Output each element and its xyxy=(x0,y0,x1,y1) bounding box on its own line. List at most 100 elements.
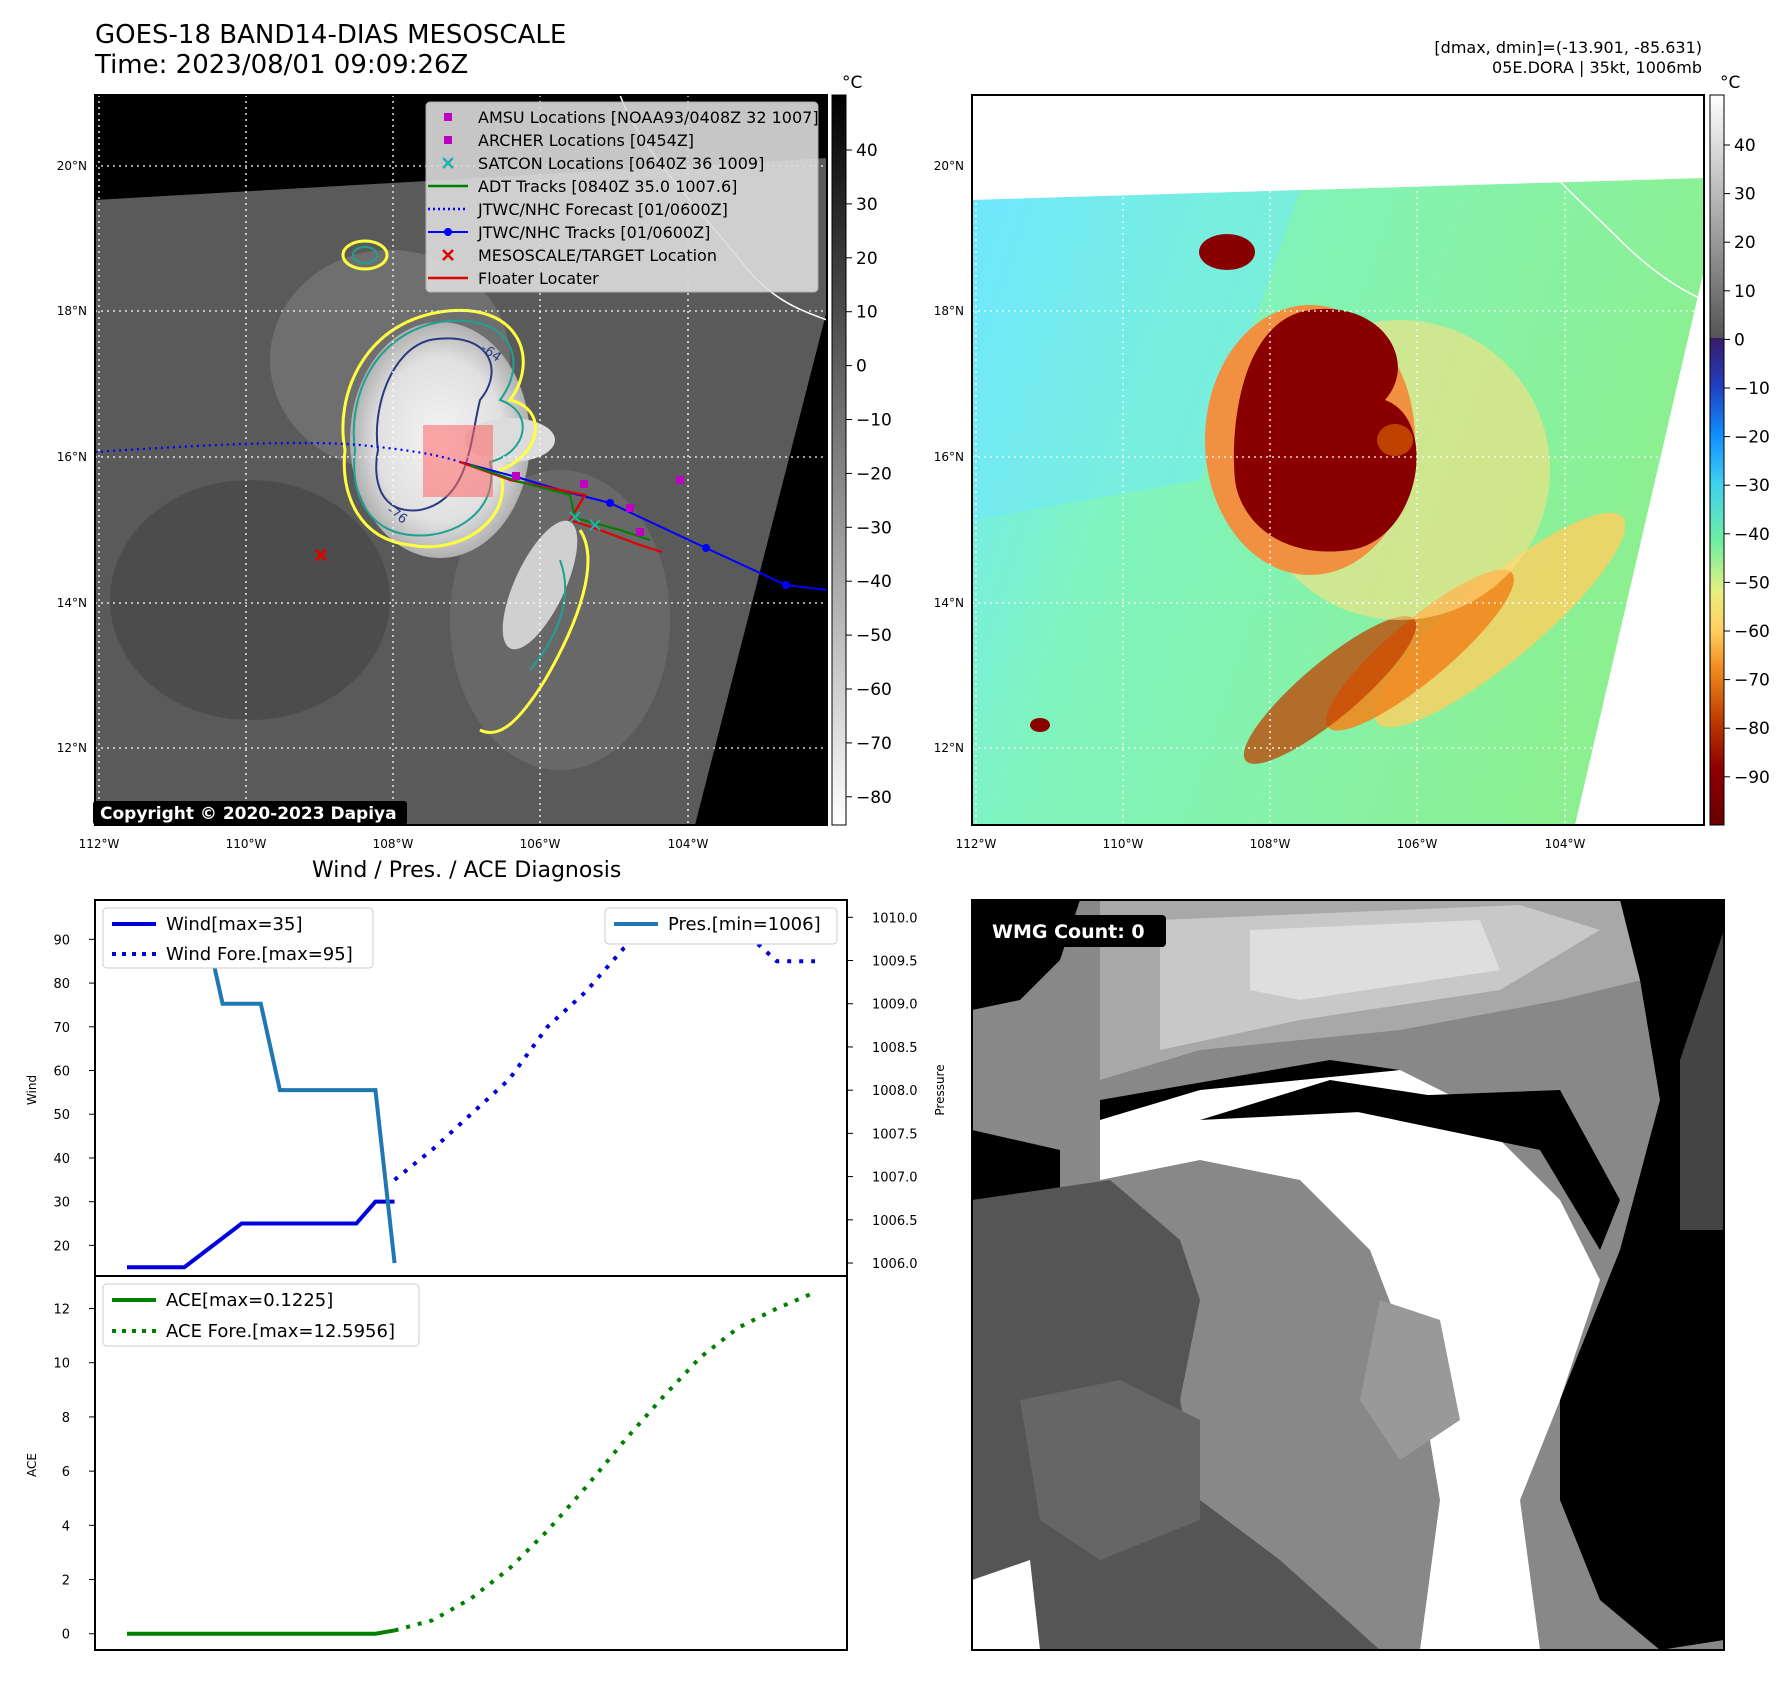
legend-marker-x xyxy=(442,249,454,261)
colorbar-tick-label: −40 xyxy=(856,572,892,592)
series-line xyxy=(127,1199,395,1270)
amsu-archer-markers xyxy=(512,472,684,536)
pressure-legend-label: Pres.[min=1006] xyxy=(668,914,821,935)
dmax-dmin-label: [dmax, dmin]=(-13.901, -85.631) xyxy=(1434,38,1702,57)
wind-ytick-label: 20 xyxy=(53,1239,70,1254)
colorbar-tick-label: 20 xyxy=(856,249,878,269)
ace-ytick-label: 0 xyxy=(62,1628,70,1643)
lat-tick-label: 14°N xyxy=(934,596,964,610)
ace-chart: 0 2 4 6 8 10 12 xyxy=(53,1290,816,1643)
wind-ytick-label: 60 xyxy=(53,1065,70,1080)
lon-tick-label: 112°W xyxy=(79,837,120,851)
figure-time: Time: 2023/08/01 09:09:26Z xyxy=(95,50,469,80)
contour-lines xyxy=(341,239,590,734)
lon-tick-label: 110°W xyxy=(226,837,267,851)
satcon-markers xyxy=(569,511,601,531)
colorbar-tick-label: 10 xyxy=(1734,282,1756,302)
lat-tick-label: 18°N xyxy=(57,304,87,318)
colorbar-tick-label: −90 xyxy=(1734,768,1770,788)
diagnosis-title: Wind / Pres. / ACE Diagnosis xyxy=(312,858,622,883)
legend-entry-label: MESOSCALE/TARGET Location xyxy=(478,246,717,265)
ir-color-map xyxy=(972,95,1704,825)
lon-tick-label: 106°W xyxy=(1397,837,1438,851)
colorbar-color-bottom xyxy=(1710,338,1724,825)
pressure-ytick-label: 1008.0 xyxy=(872,1084,918,1099)
colorbar-tick-label: 0 xyxy=(856,357,867,377)
ace-ytick-label: 8 xyxy=(62,1411,70,1426)
wind-ytick-label: 70 xyxy=(53,1021,70,1036)
pressure-ytick-label: 1010.0 xyxy=(872,911,918,926)
colorbar-gray-ticks: 40 30 20 10 0 −10 −20 −30 −40 −50 −60 −70 −80 xyxy=(846,141,892,808)
lon-tick-label: 106°W xyxy=(520,837,561,851)
colorbar-tick-label: −20 xyxy=(1734,428,1770,448)
legend-entry-label: AMSU Locations [NOAA93/0408Z 32 1007] xyxy=(478,108,819,127)
lon-tick-label: 110°W xyxy=(1103,837,1144,851)
map2-frame xyxy=(971,94,1705,826)
copyright-box xyxy=(93,801,407,825)
lat-tick-label: 20°N xyxy=(57,159,87,173)
map1-axis-labels: 112°W 110°W 108°W 106°W 104°W 20°N 18°N 16°N 14°… xyxy=(57,159,709,851)
wmg-count-box xyxy=(984,915,1166,947)
ace-ytick-label: 10 xyxy=(53,1357,70,1372)
wind-ytick-label: 30 xyxy=(53,1196,70,1211)
wind-legend-label: Wind[max=35] xyxy=(166,914,303,935)
lon-tick-label: 112°W xyxy=(956,837,997,851)
map2-gridlines xyxy=(972,95,1704,825)
pressure-ytick-label: 1009.0 xyxy=(872,998,918,1013)
pressure-ytick-label: 1006.0 xyxy=(872,1257,918,1272)
pressure-axis-label: Pressure xyxy=(933,1064,947,1115)
wind-legend: Wind[max=35] Wind Fore.[max=95] xyxy=(102,907,374,969)
colorbar-tick-label: −10 xyxy=(1734,379,1770,399)
lon-tick-label: 108°W xyxy=(1250,837,1291,851)
wind-ytick-label: 80 xyxy=(53,977,70,992)
wind-forecast-legend-label: Wind Fore.[max=95] xyxy=(166,944,353,965)
lat-tick-label: 20°N xyxy=(934,159,964,173)
colorbar-color-frame xyxy=(1709,94,1725,826)
wind-ytick-label: 90 xyxy=(53,933,70,948)
legend-entry-label: SATCON Locations [0640Z 36 1009] xyxy=(478,154,764,173)
colorbar-tick-label: 30 xyxy=(1734,185,1756,205)
colorbar-tick-label: 0 xyxy=(1734,330,1745,350)
colorbar-tick-label: −30 xyxy=(1734,476,1770,496)
ace-ytick-label: 6 xyxy=(62,1465,70,1480)
colorbar-color-ticks: 40 30 20 10 0 −10 −20 −30 −40 −50 −60 −70 −80 −90 xyxy=(1724,136,1770,788)
adt-track xyxy=(469,464,651,541)
legend-marker-square xyxy=(444,113,452,121)
colorbar-color-top xyxy=(1710,95,1724,338)
map-legend: AMSU Locations [NOAA93/0408Z 32 1007] ARC… xyxy=(425,101,819,293)
wind-ytick-label: 50 xyxy=(53,1108,70,1123)
colorbar-tick-label: −70 xyxy=(1734,671,1770,691)
ace-ytick-label: 12 xyxy=(53,1303,70,1318)
floater-locater-track xyxy=(459,460,663,554)
lat-tick-label: 12°N xyxy=(57,741,87,755)
pressure-legend: Pres.[min=1006] xyxy=(604,907,838,945)
legend-marker-x xyxy=(442,157,454,169)
ace-axis-label: ACE xyxy=(25,1453,39,1477)
figure-title: GOES-18 BAND14-DIAS MESOSCALE xyxy=(95,20,567,50)
colorbar-tick-label: −80 xyxy=(1734,719,1770,739)
wmg-frame xyxy=(971,899,1725,1651)
legend-entry-label: JTWC/NHC Tracks [01/0600Z] xyxy=(477,223,710,242)
colorbar-tick-label: 40 xyxy=(856,141,878,161)
legend-entry-label: JTWC/NHC Forecast [01/0600Z] xyxy=(477,200,728,219)
pressure-ytick-label: 1007.0 xyxy=(872,1171,918,1186)
lat-tick-label: 14°N xyxy=(57,596,87,610)
pressure-ytick-label: 1006.5 xyxy=(872,1214,918,1229)
legend-marker-dot xyxy=(444,228,452,236)
colorbar-tick-label: 20 xyxy=(1734,233,1756,253)
colorbar-gray xyxy=(831,94,847,826)
colorbar-tick-label: −60 xyxy=(856,680,892,700)
colorbar-tick-label: −80 xyxy=(856,788,892,808)
colorbar-tick-label: −70 xyxy=(856,734,892,754)
colorbar-tick-label: −50 xyxy=(856,626,892,646)
colorbar-tick-label: 10 xyxy=(856,303,878,323)
pressure-ytick-label: 1007.5 xyxy=(872,1127,918,1142)
jtwc-track-points xyxy=(606,499,790,589)
pressure-ytick-label: 1008.5 xyxy=(872,1041,918,1056)
lon-tick-label: 108°W xyxy=(373,837,414,851)
colorbar-tick-label: 40 xyxy=(1734,136,1756,156)
wind-axis-label: Wind xyxy=(25,1075,39,1105)
lat-tick-label: 12°N xyxy=(934,741,964,755)
lat-tick-label: 16°N xyxy=(57,450,87,464)
colorbar-tick-label: −60 xyxy=(1734,622,1770,642)
